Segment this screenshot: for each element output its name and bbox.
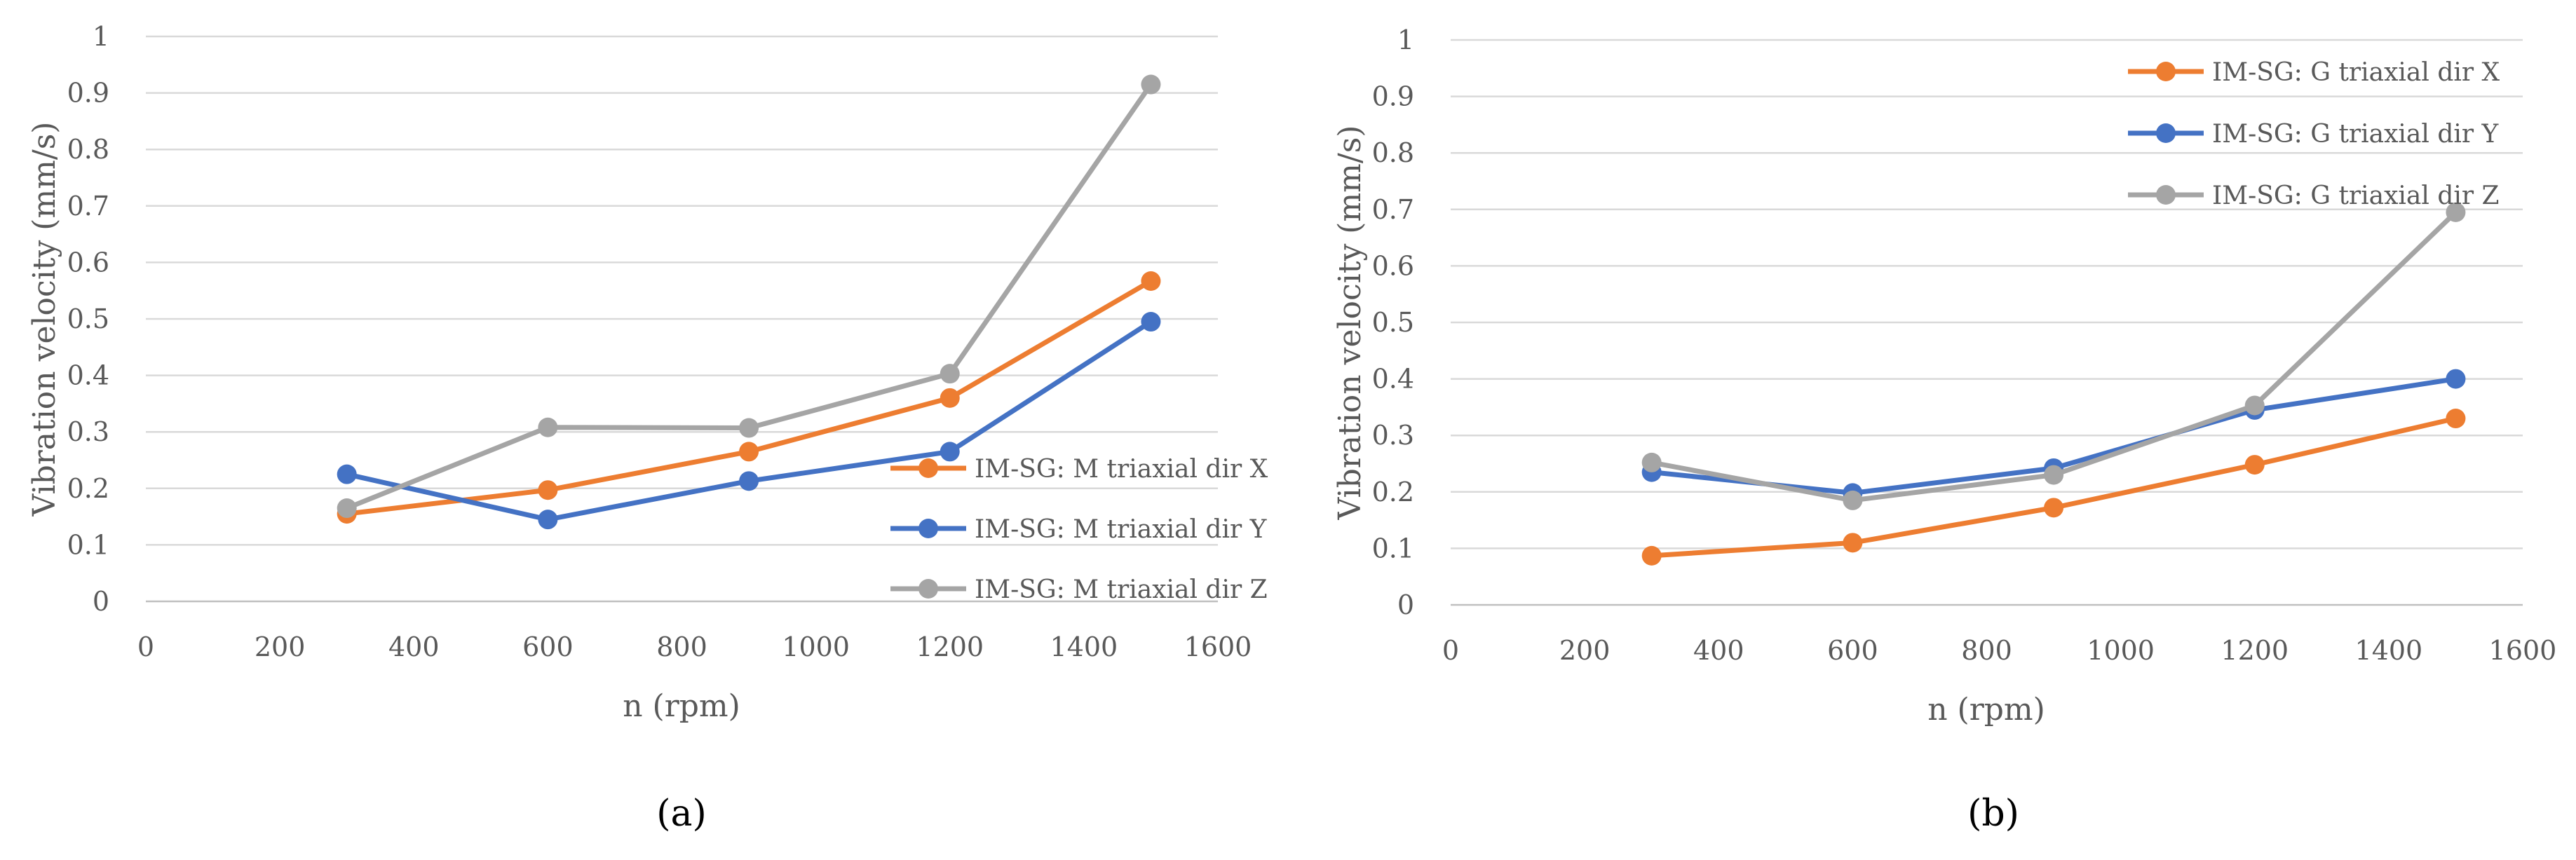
- x-tick-label: 600: [522, 632, 574, 662]
- x-tick-label: 1000: [782, 632, 850, 662]
- x-tick-label: 1000: [2087, 635, 2155, 666]
- y-tick-label: 0.7: [67, 191, 109, 221]
- legend-label: IM-SG: M triaxial dir Z: [975, 575, 1268, 604]
- x-tick-label: 400: [1693, 635, 1744, 666]
- legend-swatch-marker: [2156, 123, 2176, 143]
- data-point-marker: [1843, 533, 1863, 553]
- y-tick-label: 0.8: [67, 134, 109, 165]
- legend-swatch-marker: [918, 579, 938, 599]
- y-tick-label: 0.9: [67, 78, 109, 109]
- y-axis-title: Vibration velocity (mm/s): [1332, 125, 1368, 521]
- y-tick-label: 0.4: [67, 360, 109, 391]
- x-tick-label: 200: [1559, 635, 1611, 666]
- x-tick-label: 1400: [2355, 635, 2423, 666]
- x-tick-label: 0: [1442, 635, 1459, 666]
- y-tick-label: 0.1: [1372, 533, 1414, 564]
- legend-label: IM-SG: G triaxial dir Y: [2212, 120, 2500, 149]
- x-axis-title: n (rpm): [623, 688, 740, 724]
- y-tick-label: 1: [1397, 25, 1414, 55]
- x-tick-label: 1600: [2489, 635, 2557, 666]
- data-point-marker: [1141, 74, 1161, 95]
- data-point-marker: [2044, 498, 2064, 518]
- chart-b: 0 0.1 0.2 0.3 0.4 0.5 0.6 0.7 0.8 0.9 1 0 200 400 600 8…: [1332, 25, 2556, 835]
- x-tick-label: 800: [656, 632, 707, 662]
- y-tick-label: 0.7: [1372, 194, 1414, 225]
- data-point-marker: [739, 471, 759, 491]
- y-axis-title: Vibration velocity (mm/s): [27, 122, 62, 517]
- data-point-marker: [1843, 490, 1863, 510]
- y-tick-label: 0: [93, 586, 109, 617]
- data-point-marker: [940, 364, 960, 384]
- y-tick-label: 0.6: [1372, 250, 1414, 281]
- data-point-marker: [739, 418, 759, 438]
- y-tick-label: 0.5: [1372, 307, 1414, 338]
- data-point-marker: [337, 498, 357, 519]
- x-tick-label: 0: [137, 632, 154, 662]
- figure-caption: (b): [1967, 793, 2019, 835]
- data-point-marker: [2044, 465, 2064, 485]
- x-tick-label: 400: [388, 632, 440, 662]
- y-tick-label: 0.6: [67, 247, 109, 278]
- chart-a: 0 0.1 0.2 0.3 0.4 0.5 0.6 0.7 0.8 0.9 1 0 200 400 600 8…: [27, 21, 1268, 835]
- data-point-marker: [2446, 409, 2466, 429]
- x-tick-label: 1200: [2221, 635, 2289, 666]
- x-tick-label: 1400: [1050, 632, 1118, 662]
- data-point-marker: [2446, 202, 2466, 222]
- legend-swatch-marker: [918, 458, 938, 478]
- x-tick-label: 1200: [916, 632, 984, 662]
- data-point-marker: [1641, 545, 1662, 566]
- y-tick-label: 0.1: [67, 529, 109, 560]
- data-point-marker: [538, 417, 558, 437]
- legend-swatch-marker: [2156, 185, 2176, 205]
- x-tick-label: 200: [255, 632, 306, 662]
- data-point-marker: [2446, 369, 2466, 389]
- x-tick-label: 800: [1961, 635, 2012, 666]
- legend-label: IM-SG: M triaxial dir Y: [975, 515, 1268, 544]
- y-tick-label: 0: [1397, 589, 1414, 620]
- data-point-marker: [1141, 312, 1161, 332]
- data-point-marker: [1641, 452, 1662, 472]
- data-point-marker: [337, 464, 357, 484]
- legend-swatch-marker: [2156, 62, 2176, 81]
- legend-label: IM-SG: M triaxial dir X: [975, 455, 1268, 484]
- data-point-marker: [538, 510, 558, 530]
- x-tick-label: 600: [1827, 635, 1878, 666]
- y-tick-label: 0.5: [67, 303, 109, 334]
- figure-caption: (a): [656, 793, 707, 835]
- y-tick-label: 0.3: [67, 416, 109, 447]
- y-tick-label: 0.8: [1372, 137, 1414, 168]
- data-point-marker: [2244, 455, 2265, 475]
- data-point-marker: [739, 442, 759, 462]
- y-tick-label: 0.2: [67, 473, 109, 504]
- legend-label: IM-SG: G triaxial dir X: [2212, 58, 2500, 87]
- data-point-marker: [940, 442, 960, 462]
- series-line: [1649, 210, 2458, 503]
- data-point-marker: [2244, 395, 2265, 416]
- x-tick-label: 1600: [1184, 632, 1252, 662]
- data-point-marker: [940, 388, 960, 408]
- x-axis-title: n (rpm): [1927, 692, 2045, 728]
- data-point-marker: [538, 480, 558, 500]
- data-point-marker: [1141, 271, 1161, 291]
- legend-swatch-marker: [918, 519, 938, 538]
- y-tick-label: 0.9: [1372, 81, 1414, 112]
- y-tick-label: 0.3: [1372, 420, 1414, 451]
- y-tick-label: 0.2: [1372, 477, 1414, 507]
- y-tick-label: 0.4: [1372, 364, 1414, 395]
- y-tick-label: 1: [93, 21, 109, 52]
- legend-label: IM-SG: G triaxial dir Z: [2212, 182, 2500, 210]
